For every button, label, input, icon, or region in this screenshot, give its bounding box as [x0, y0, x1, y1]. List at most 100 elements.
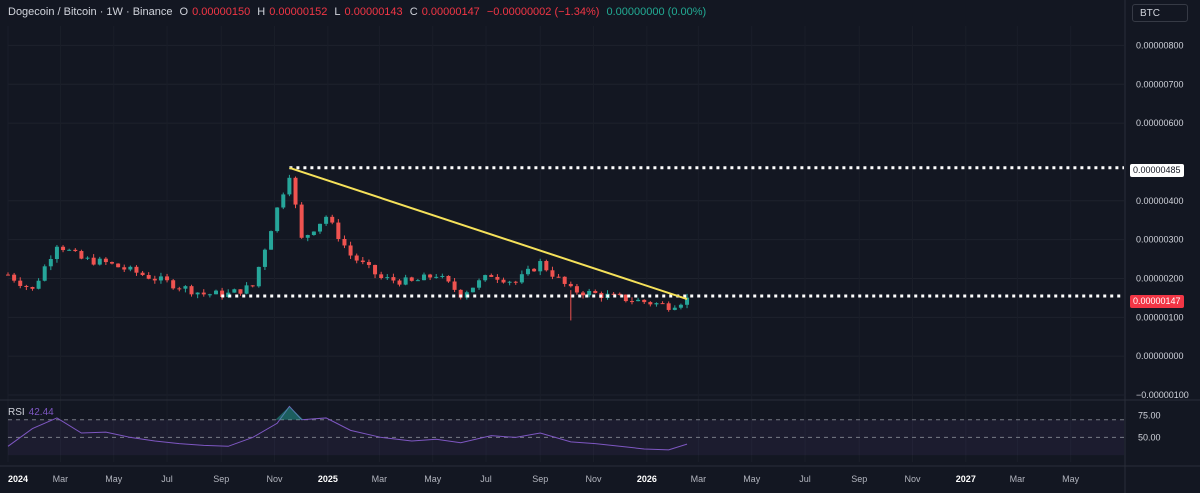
candle-body — [446, 275, 451, 282]
candle-body — [342, 238, 347, 246]
rsi-overbought-fill — [275, 406, 304, 420]
candle-body — [165, 276, 170, 281]
candle-body — [532, 268, 537, 272]
time-tick-label: Mar — [53, 474, 69, 484]
low-label: L — [334, 6, 341, 18]
price-tick-label: 0.00000800 — [1136, 40, 1184, 50]
levels[interactable] — [221, 166, 1124, 298]
candle-body — [477, 280, 482, 288]
price-tick-label: 0.00000100 — [1136, 312, 1184, 322]
candle-body — [244, 285, 249, 294]
candle-body — [611, 293, 616, 295]
candle-body — [287, 177, 292, 195]
resistance-price-tag: 0.00000485 — [1130, 164, 1184, 177]
open-value: 0.00000150 — [192, 6, 251, 18]
time-tick-label: 2027 — [956, 474, 976, 484]
time-tick-label: May — [105, 474, 123, 484]
candle-body — [685, 297, 690, 305]
time-tick-label: Mar — [372, 474, 388, 484]
candle-body — [140, 272, 145, 276]
candle-body — [519, 274, 524, 283]
rsi-tick-label: 75.00 — [1138, 410, 1161, 420]
time-tick-label: Nov — [905, 474, 922, 484]
time-tick-label: Nov — [586, 474, 603, 484]
symbol-info-bar[interactable]: Dogecoin / Bitcoin · 1W · Binance O 0.000… — [8, 6, 710, 18]
candle-body — [415, 280, 420, 282]
candle-body — [550, 270, 555, 277]
candle-body — [513, 281, 518, 283]
rsi-legend[interactable]: RSI 42.44 — [8, 407, 54, 418]
candle-body — [574, 286, 579, 293]
trendline-group[interactable] — [289, 166, 688, 301]
candle-body — [122, 267, 127, 270]
candle-body — [593, 290, 598, 294]
candle-body — [421, 274, 426, 281]
candle-body — [281, 194, 286, 208]
candle-body — [262, 249, 267, 267]
candle-body — [275, 207, 280, 232]
candle-body — [428, 274, 433, 278]
price-tick-label: 0.00000300 — [1136, 235, 1184, 245]
volume-value: 0.00000000 (0.00%) — [606, 6, 707, 18]
price-axis[interactable]: 0.00000800 0.00000700 0.00000600 0.00000400… — [1136, 40, 1189, 400]
candle-body — [269, 231, 274, 250]
candle-body — [483, 275, 488, 281]
candle-body — [24, 285, 29, 288]
candle-body — [360, 260, 365, 263]
candle-body — [79, 251, 84, 259]
candle-body — [61, 246, 66, 251]
time-tick-label: Sep — [213, 474, 229, 484]
candle-body — [330, 216, 335, 223]
candle-body — [648, 302, 653, 305]
currency-button[interactable]: BTC — [1132, 4, 1188, 22]
time-axis[interactable]: 2024 Mar May Jul Sep Nov 2025 Mar May Jul Sep Nov 20… — [8, 474, 1080, 484]
candle-body — [207, 294, 212, 296]
candle-body — [146, 275, 151, 279]
candle-body — [189, 286, 194, 295]
candle-body — [470, 287, 475, 293]
rsi-line — [7, 405, 688, 451]
time-tick-label: Mar — [1010, 474, 1026, 484]
candle-body — [48, 259, 53, 267]
candle-body — [36, 280, 41, 289]
candle-body — [525, 268, 530, 275]
price-tick-label: 0.00000200 — [1136, 273, 1184, 283]
time-tick-label: 2025 — [318, 474, 338, 484]
candle-body — [299, 204, 304, 238]
symbol-name[interactable]: Dogecoin / Bitcoin · 1W · Binance — [8, 6, 173, 18]
candle-body — [562, 276, 567, 284]
time-tick-label: Jul — [799, 474, 811, 484]
candle-body — [458, 289, 463, 298]
candle-body — [379, 274, 384, 279]
candle-body — [201, 292, 206, 295]
low-value: 0.00000143 — [344, 6, 403, 18]
candle-body — [385, 277, 390, 279]
candle-body — [324, 216, 329, 224]
candle-body — [171, 280, 176, 289]
candle-body — [30, 287, 35, 289]
candle-body — [116, 263, 121, 268]
candle-body — [293, 177, 298, 205]
candle-body — [636, 299, 641, 302]
time-tick-label: Jul — [161, 474, 173, 484]
candle-body — [177, 288, 182, 290]
candle-body — [305, 235, 310, 238]
price-tick-label: −0.00000100 — [1136, 390, 1189, 400]
time-tick-label: Mar — [691, 474, 707, 484]
candle-body — [654, 303, 659, 305]
candle-body — [538, 261, 543, 272]
candle-body — [238, 289, 243, 294]
candle-body — [91, 257, 96, 265]
time-tick-label: 2024 — [8, 474, 28, 484]
candle-body — [256, 266, 261, 287]
candle-body — [54, 246, 59, 260]
candle-body — [568, 283, 573, 287]
candle-body — [103, 258, 108, 263]
time-tick-label: May — [1062, 474, 1080, 484]
candle-body — [128, 266, 133, 270]
candle-body — [134, 266, 139, 273]
candle-body — [195, 292, 200, 295]
candle-body — [6, 274, 10, 276]
price-tick-label: 0.00000700 — [1136, 79, 1184, 89]
